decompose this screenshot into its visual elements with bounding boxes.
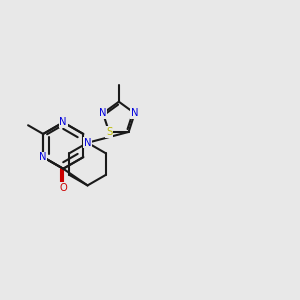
Text: O: O	[59, 183, 67, 193]
Text: N: N	[59, 117, 67, 128]
Text: S: S	[106, 127, 112, 137]
Text: N: N	[84, 138, 91, 148]
Text: N: N	[131, 108, 139, 118]
Text: N: N	[99, 108, 107, 118]
Text: N: N	[39, 152, 47, 162]
